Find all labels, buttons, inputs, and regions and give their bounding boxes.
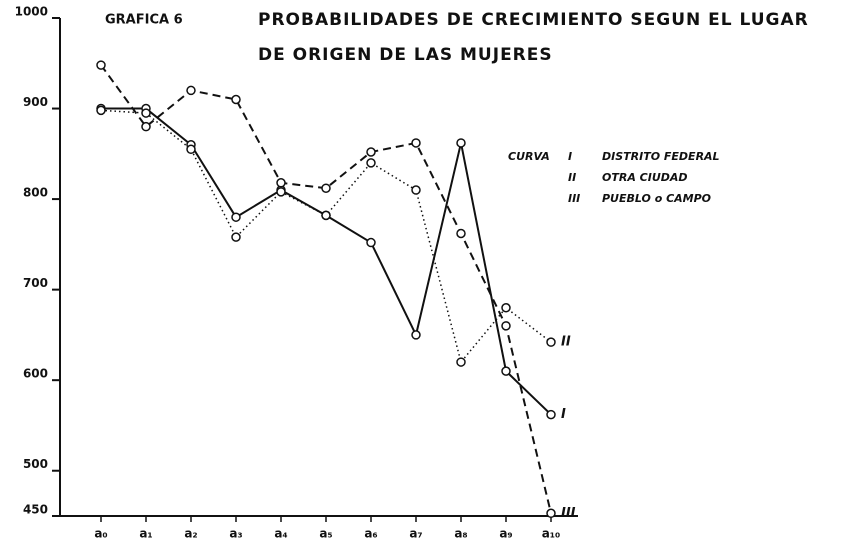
data-point [96, 60, 106, 70]
series-line [100, 64, 552, 514]
y-tick-label: 700 [23, 276, 48, 290]
end-label: II [561, 335, 571, 350]
x-tick-label: a₆ [364, 527, 377, 541]
end-label: III [561, 506, 576, 521]
x-tick-label: a₅ [319, 527, 332, 541]
data-point [321, 210, 331, 221]
data-point [411, 138, 421, 148]
data-point [96, 105, 106, 116]
data-point [546, 409, 556, 420]
x-tick-label: a₀ [94, 527, 107, 541]
x-tick-label: a₈ [454, 527, 467, 541]
data-point [276, 187, 286, 197]
data-point [411, 185, 421, 195]
data-point [501, 366, 511, 376]
y-tick-label: 1000 [15, 5, 48, 19]
legend-numeral: I [568, 150, 572, 163]
legend-label: DISTRITO FEDERAL [602, 150, 720, 163]
data-point [366, 237, 376, 248]
y-tick-label: 600 [23, 367, 48, 381]
legend-label: OTRA CIUDAD [602, 171, 688, 184]
y-tick-label: 900 [23, 95, 48, 109]
data-point [546, 337, 556, 347]
chart-title: PROBABILIDADES DE CRECIMIENTO SEGUN EL L… [258, 10, 809, 30]
data-point [186, 85, 196, 96]
y-tick-label: 500 [23, 457, 48, 471]
legend-label: PUEBLO o CAMPO [602, 192, 711, 205]
x-tick-label: a₁₀ [542, 527, 561, 541]
x-tick-label: a₃ [229, 527, 242, 541]
data-point [546, 508, 556, 519]
data-point [231, 94, 241, 105]
end-label: I [561, 407, 566, 422]
data-point [321, 183, 331, 193]
data-point [231, 212, 241, 222]
data-point [276, 178, 286, 188]
data-point [366, 147, 376, 157]
x-tick-label: a₁ [139, 527, 152, 541]
x-tick-label: a₂ [184, 527, 197, 541]
legend-numeral: III [568, 192, 580, 205]
y-tick-label: 450 [23, 503, 48, 517]
chart-label: GRAFICA 6 [105, 13, 183, 28]
data-point [186, 144, 196, 155]
chart-title: DE ORIGEN DE LAS MUJERES [258, 45, 553, 65]
series-line [100, 109, 552, 364]
data-point [411, 330, 421, 340]
data-point [456, 138, 466, 148]
x-tick-label: a₉ [499, 527, 512, 541]
data-point [231, 232, 241, 242]
legend-prefix: CURVA [508, 150, 550, 163]
data-point [456, 228, 466, 239]
data-point [366, 158, 376, 168]
y-tick-label: 800 [23, 186, 48, 200]
data-point [141, 108, 151, 118]
data-point [501, 321, 511, 331]
data-point [501, 302, 511, 313]
data-point [456, 357, 466, 367]
series-line [101, 107, 552, 416]
data-point [141, 121, 151, 132]
x-tick-label: a₄ [274, 527, 287, 541]
legend-numeral: II [568, 171, 576, 184]
x-tick-label: a₇ [409, 527, 422, 541]
